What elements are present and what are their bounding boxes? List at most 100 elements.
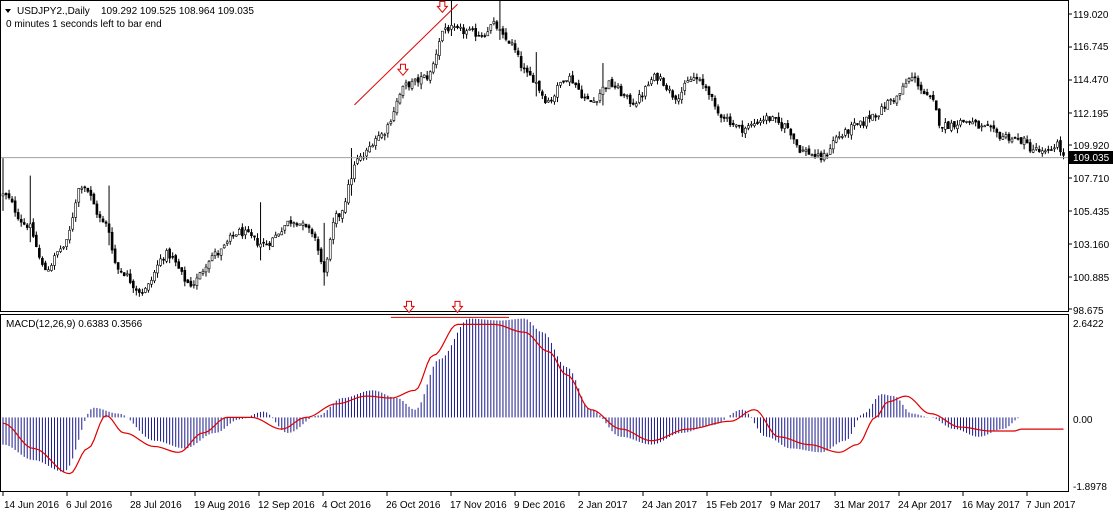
candle-body [431,63,435,73]
candle-body [416,77,420,83]
candle-body [135,288,138,291]
candle-body [653,73,656,81]
candle-body [850,124,853,136]
candle-body [710,93,714,98]
date-tick-label: 14 Jun 2016 [4,500,59,511]
candle-body [128,273,132,283]
candle-body [531,75,535,83]
candle-body [425,75,429,80]
candle-body [216,252,220,256]
candle-body [219,248,223,256]
candle-body [44,262,47,271]
candle-body [789,128,793,136]
candle-body [716,106,720,114]
price-tick-label: 98.675 [1073,306,1104,317]
macd-tick-label: -1.8978 [1073,482,1107,493]
candle-body [665,85,668,90]
date-tick-label: 9 Mar 2017 [770,500,821,511]
candle-body [441,30,444,42]
candle-body [592,100,596,104]
candle-body [856,123,859,125]
candle-body [1037,149,1041,152]
candle-body [50,265,53,271]
candle-body [353,164,356,180]
candle-body [13,200,17,213]
macd-peak-arrow [451,300,464,314]
candle-body [80,187,84,190]
candle-body [62,246,65,249]
candle-body [1040,150,1044,154]
candle-body [901,85,905,95]
candle-body [874,115,877,118]
candle-body [53,255,56,266]
candle-body [895,95,899,104]
candle-body [804,149,808,152]
candle-body [35,234,38,247]
candle-body [786,123,790,128]
candle-body [1056,141,1059,148]
candle-body [368,146,371,153]
candle-body [940,126,944,129]
annotations [354,0,510,318]
candle-body [968,121,971,123]
candle-body [904,82,908,88]
candle-body [986,124,990,126]
candle-body [250,232,253,237]
candle-body [22,222,26,225]
candle-body [280,231,284,236]
candle-body [228,234,232,242]
candle-body [110,231,114,251]
candle-body [698,79,702,81]
candle-body [98,214,102,218]
candle-body [722,116,726,119]
candle-body [783,123,787,129]
candle-body [147,283,150,291]
candle-body [934,100,938,111]
candle-body [677,98,680,102]
price-trend-line[interactable] [354,3,458,106]
candle-body [447,26,450,32]
candle-body [304,223,308,228]
candle-body [1019,137,1023,144]
candle-body [380,133,384,138]
candle-body [334,213,338,225]
candle-body [559,82,562,86]
candle-body [689,79,693,82]
candle-body [998,132,1002,139]
candle-body [516,50,520,55]
candle-body [71,217,74,230]
candle-body [607,80,611,90]
candle-body [438,41,441,56]
candle-body [201,270,205,274]
candle-body [1044,150,1047,153]
candle-body [104,221,108,224]
candle-body [156,264,159,274]
candle-body [547,100,550,103]
candle-body [168,248,171,259]
candle-body [553,95,556,102]
date-tick-label: 19 Aug 2016 [194,500,251,511]
candle-body [953,121,956,128]
candle-body [637,94,641,103]
candle-body [556,85,559,98]
candle-body [480,35,484,37]
candle-body [683,82,687,91]
candle-body [213,251,217,257]
candle-body [925,92,929,95]
candle-body [65,239,68,247]
candle-body [907,78,911,82]
candle-body [25,224,29,228]
candle-body [1059,140,1062,153]
candle-body [486,31,490,37]
candle-body [344,201,347,213]
candle-body [253,235,256,238]
candle-body [792,133,796,140]
price-tick-label: 109.920 [1073,141,1110,152]
candle-body [244,229,247,236]
candle-body [283,225,287,231]
collapse-triangle-icon[interactable] [5,9,11,13]
candle-body [928,95,932,98]
candle-body [565,80,568,82]
candle-body [159,258,162,266]
